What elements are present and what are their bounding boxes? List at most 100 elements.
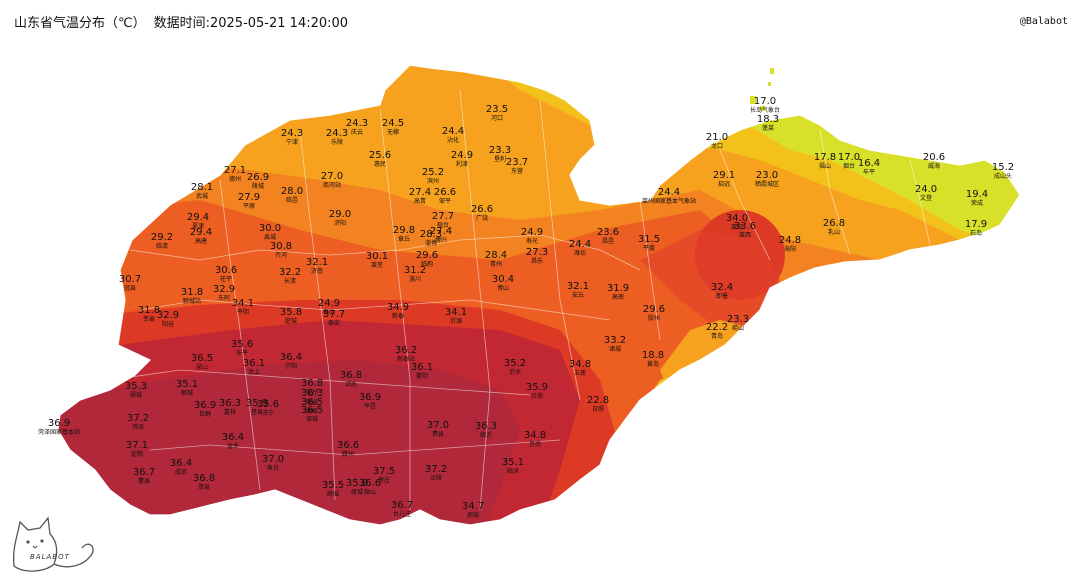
station-name: 成山头 — [994, 172, 1012, 180]
station-name: 莒县 — [251, 408, 263, 416]
station-temp-value: 35.1 — [502, 457, 524, 468]
station-荣成: 19.4荣成 — [966, 189, 988, 207]
station-temp-value: 34.8 — [569, 359, 591, 370]
station-name: 禹城 — [264, 233, 276, 241]
station-阳谷: 32.9阳谷 — [157, 310, 179, 328]
station-temp-value: 36.8 — [340, 370, 362, 381]
station-temp-value: 36.5 — [301, 405, 323, 416]
station-青岛: 22.2青岛 — [706, 322, 728, 340]
station-name: 薛城 — [327, 490, 339, 498]
station-temp-value: 27.4 — [409, 187, 431, 198]
station-temp-value: 36.3 — [301, 388, 323, 399]
station-temp-value: 36.9 — [194, 400, 216, 411]
station-temp-value: 30.7 — [119, 274, 141, 285]
station-name: 临沭 — [507, 467, 519, 475]
station-临沂: 36.3临沂 — [475, 421, 497, 439]
station-夏津: 29.4夏津 — [187, 212, 209, 230]
station-垦利: 23.3垦利 — [489, 145, 511, 163]
station-temp-value: 18.8 — [642, 350, 664, 361]
station-name: 冠县 — [124, 285, 136, 292]
station-name: 齐河 — [275, 251, 287, 259]
station-name: 宁阳 — [285, 362, 297, 370]
station-高青: 27.4高青 — [409, 187, 431, 205]
station-name: 新泰 — [392, 312, 404, 320]
station-name: 栖霞城区 — [755, 180, 779, 188]
station-temp-value: 28.4 — [485, 250, 507, 261]
station-temp-value: 32.4 — [711, 282, 733, 293]
station-name: 利津 — [456, 160, 468, 168]
logo-label: BALABOT — [30, 553, 70, 561]
station-name: 滕州 — [342, 450, 354, 458]
station-武城: 28.1武城 — [191, 182, 213, 200]
station-昌乐: 27.3昌乐 — [526, 247, 548, 265]
station-name: 莒南 — [529, 440, 541, 448]
station-临清: 29.2临清 — [151, 232, 173, 250]
station-temp-value: 35.1 — [176, 379, 198, 390]
station-name: 烟台 — [843, 162, 855, 170]
station-name: 微山 — [364, 488, 376, 496]
station-name: 曹县 — [138, 477, 150, 485]
station-name: 新泰站 — [397, 355, 415, 363]
station-临沭: 35.1临沭 — [502, 457, 524, 475]
station-temp-value: 29.1 — [713, 170, 735, 181]
station-汶上: 36.1汶上 — [243, 358, 265, 376]
station-temp-value: 36.5 — [191, 353, 213, 364]
station-name: 汶上 — [248, 368, 260, 376]
station-temp-value: 27.1 — [224, 165, 246, 176]
station-崂山: 23.3崂山 — [727, 314, 749, 332]
station-temp-value: 33.6 — [734, 221, 756, 232]
station-成武: 36.4成武 — [170, 458, 192, 476]
station-temp-value: 17.0 — [838, 152, 860, 163]
station-name: 沾化 — [447, 136, 459, 144]
station-name: 青州 — [490, 260, 502, 268]
station-temp-value: 22.8 — [587, 395, 609, 406]
station-temp-value: 23.3 — [489, 145, 511, 156]
station-temp-value: 37.1 — [126, 440, 148, 451]
station-temp-value: 37.7 — [323, 309, 345, 320]
station-东阿: 32.9东阿 — [213, 284, 235, 302]
station-name: 宁津 — [286, 138, 298, 146]
station-temp-value: 24.3 — [281, 128, 303, 139]
station-temp-value: 23.3 — [727, 314, 749, 325]
station-济宁: 35.6济宁 — [257, 399, 279, 417]
station-name: 即墨 — [716, 293, 728, 300]
station-海阳: 24.8海阳 — [779, 235, 801, 253]
station-诸城: 33.2诸城 — [604, 335, 626, 353]
station-name: 巨野 — [199, 410, 211, 418]
station-昌邑: 23.6昌邑 — [597, 227, 619, 245]
station-temp-value: 36.4 — [222, 432, 244, 443]
station-name: 垦利 — [494, 155, 506, 163]
station-沾化: 24.4沾化 — [442, 126, 464, 144]
station-东平: 35.6东平 — [231, 339, 253, 357]
station-宁阳: 36.4宁阳 — [280, 352, 302, 370]
station-name: 东平 — [236, 349, 248, 357]
station-name: 淄川 — [409, 275, 421, 283]
station-temp-value: 17.9 — [965, 219, 987, 230]
station-莱西: 33.6莱西 — [734, 221, 756, 239]
station-茌平: 30.6茌平 — [215, 265, 237, 283]
station-name: 桓台 — [437, 221, 449, 229]
station-name: 茌平 — [220, 275, 232, 283]
station-name: 泰安 — [328, 319, 340, 327]
station-temp-value: 32.1 — [306, 257, 328, 268]
station-东营: 23.7东营 — [506, 157, 528, 175]
station-龙口: 21.0龙口 — [706, 132, 728, 150]
station-name: 兖州 — [306, 388, 318, 396]
station-文登: 24.0文登 — [915, 184, 937, 202]
station-name: 庆云 — [351, 128, 363, 136]
station-乳山: 26.8乳山 — [823, 218, 845, 236]
station-济南: 32.1济南 — [306, 257, 328, 275]
station-name: 长清 — [284, 277, 296, 285]
station-name: 峄城 — [351, 488, 363, 496]
station-name: 青岛 — [711, 332, 723, 340]
station-temp-value: 24.3 — [326, 128, 348, 139]
station-temp-value: 36.7 — [133, 467, 155, 478]
station-泰安: 37.7泰安 — [323, 309, 345, 327]
station-name: 嘉祥 — [224, 408, 236, 416]
station-新泰: 34.9新泰 — [387, 302, 409, 320]
station-temp-value: 34.0 — [726, 213, 748, 224]
station-金乡: 36.4金乡 — [222, 432, 244, 450]
station-博山: 30.4博山 — [492, 274, 514, 292]
